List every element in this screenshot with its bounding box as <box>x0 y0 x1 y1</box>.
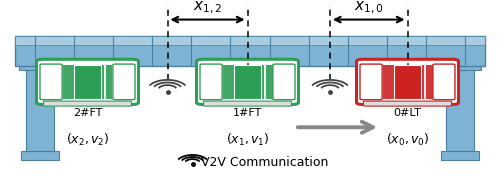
Text: $(x_2,v_2)$: $(x_2,v_2)$ <box>66 132 110 148</box>
FancyBboxPatch shape <box>40 64 62 100</box>
FancyBboxPatch shape <box>74 65 101 99</box>
FancyBboxPatch shape <box>364 101 452 106</box>
FancyBboxPatch shape <box>442 151 479 160</box>
FancyBboxPatch shape <box>234 65 261 99</box>
FancyBboxPatch shape <box>382 65 432 99</box>
FancyBboxPatch shape <box>439 62 481 70</box>
FancyBboxPatch shape <box>62 65 112 99</box>
Text: $(x_0,v_0)$: $(x_0,v_0)$ <box>386 132 430 148</box>
Text: $x_{1,0}$: $x_{1,0}$ <box>354 0 384 16</box>
FancyBboxPatch shape <box>200 64 222 100</box>
FancyBboxPatch shape <box>113 64 135 100</box>
Text: V2V Communication: V2V Communication <box>202 156 328 169</box>
FancyBboxPatch shape <box>26 66 54 151</box>
FancyBboxPatch shape <box>394 65 421 99</box>
FancyBboxPatch shape <box>19 62 61 70</box>
FancyBboxPatch shape <box>15 36 485 44</box>
FancyBboxPatch shape <box>36 59 138 104</box>
FancyBboxPatch shape <box>204 101 292 106</box>
FancyBboxPatch shape <box>433 64 455 100</box>
Text: 2#FT: 2#FT <box>73 108 102 118</box>
Text: 1#FT: 1#FT <box>233 108 262 118</box>
FancyBboxPatch shape <box>446 66 474 151</box>
FancyBboxPatch shape <box>356 59 458 104</box>
FancyBboxPatch shape <box>222 65 272 99</box>
FancyBboxPatch shape <box>44 101 132 106</box>
Text: $(x_1,v_1)$: $(x_1,v_1)$ <box>226 132 270 148</box>
FancyBboxPatch shape <box>15 36 485 66</box>
FancyBboxPatch shape <box>273 64 295 100</box>
Text: 0#LT: 0#LT <box>394 108 421 118</box>
FancyBboxPatch shape <box>196 59 298 104</box>
Text: $x_{1,2}$: $x_{1,2}$ <box>193 0 222 16</box>
FancyBboxPatch shape <box>360 64 382 100</box>
FancyBboxPatch shape <box>21 151 59 160</box>
